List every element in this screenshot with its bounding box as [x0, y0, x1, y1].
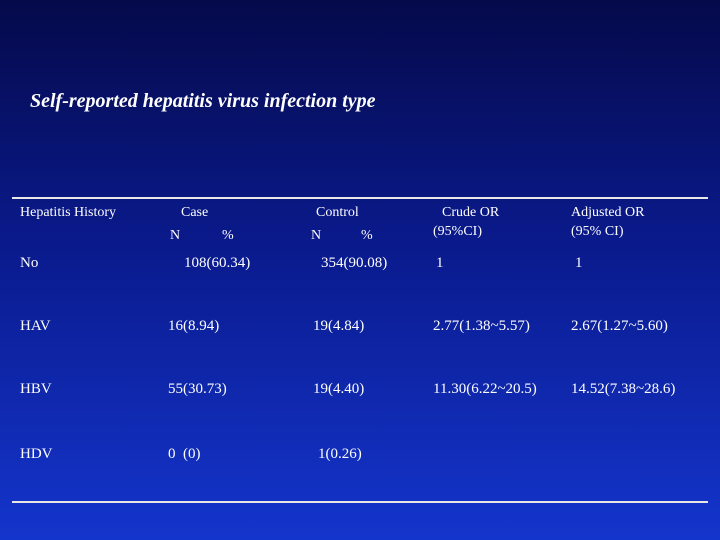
row-history-cell: No — [20, 255, 39, 271]
row-adjusted-or-cell: 2.67(1.27~5.60) — [571, 318, 668, 334]
row-control-cell: 19(4.40) — [313, 381, 365, 397]
header-case: Case — [181, 205, 209, 220]
row-case-cell: 108(60.34) — [184, 255, 251, 271]
row-crude-or-cell: 2.77(1.38~5.57) — [433, 318, 530, 334]
row-control-cell: 19(4.84) — [313, 318, 365, 334]
header-case-percent: % — [222, 228, 234, 243]
row-adjusted-or-cell: 1 — [575, 255, 583, 271]
header-control-percent: % — [361, 228, 373, 243]
row-control-cell: 1(0.26) — [318, 446, 362, 462]
header-hepatitis-history: Hepatitis History — [20, 205, 117, 220]
row-adjusted-or-cell: 14.52(7.38~28.6) — [571, 381, 676, 397]
row-crude-or-cell: 11.30(6.22~20.5) — [433, 381, 537, 397]
header-control: Control — [316, 205, 359, 220]
row-case-cell: 0 (0) — [168, 446, 201, 462]
row-case-cell: 16(8.94) — [168, 318, 220, 334]
row-history-cell: HDV — [20, 446, 53, 462]
header-adjusted-ci: (95% CI) — [571, 224, 624, 239]
row-case-cell: 55(30.73) — [168, 381, 227, 397]
header-crude-or: Crude OR — [442, 205, 500, 220]
table-bottom-rule — [12, 501, 708, 503]
row-control-cell: 354(90.08) — [321, 255, 388, 271]
table-top-rule — [12, 197, 708, 199]
row-history-cell: HBV — [20, 381, 52, 397]
header-control-n: N — [311, 228, 322, 243]
row-crude-or-cell: 1 — [436, 255, 444, 271]
header-crude-ci: (95%CI) — [433, 224, 482, 239]
slide-title: Self-reported hepatitis virus infection … — [30, 90, 376, 112]
row-history-cell: HAV — [20, 318, 51, 334]
header-adjusted-or: Adjusted OR — [571, 205, 645, 220]
header-case-n: N — [170, 228, 181, 243]
